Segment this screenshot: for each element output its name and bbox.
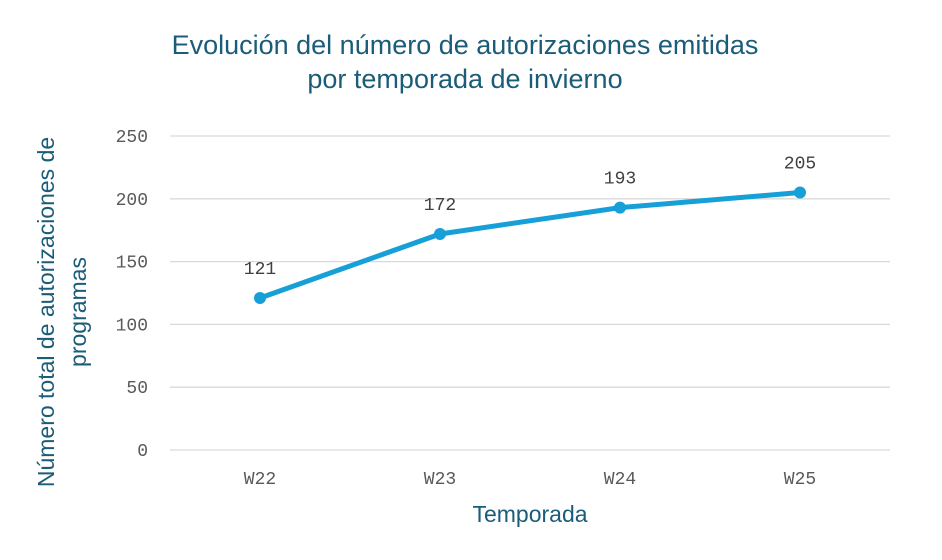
data-point xyxy=(434,227,446,240)
x-tick-label: W24 xyxy=(604,470,636,490)
x-axis-label: Temporada xyxy=(472,501,587,527)
y-axis-label-line-1: Número total de autorizaciones de xyxy=(33,137,59,487)
chart-title-line-2: por temporada de invierno xyxy=(307,64,622,94)
y-axis-label-line-2: programas xyxy=(65,257,91,367)
y-tick-label: 50 xyxy=(126,379,148,399)
y-tick-label: 250 xyxy=(116,128,148,148)
x-tick-label: W25 xyxy=(784,470,816,490)
y-tick-label: 150 xyxy=(116,254,148,274)
data-label: 172 xyxy=(424,196,456,216)
series-line xyxy=(257,190,803,301)
x-tick-label: W23 xyxy=(424,470,456,490)
y-tick-label: 200 xyxy=(116,191,148,211)
x-tick-label: W22 xyxy=(244,470,276,490)
data-point xyxy=(614,201,626,214)
chart-title-line-1: Evolución del número de autorizaciones e… xyxy=(172,30,759,60)
data-label: 193 xyxy=(604,170,636,190)
data-label: 205 xyxy=(784,155,816,175)
data-label: 121 xyxy=(244,260,276,280)
data-point xyxy=(794,186,806,199)
y-tick-label: 0 xyxy=(137,442,148,462)
y-tick-label: 100 xyxy=(116,316,148,336)
data-point xyxy=(254,292,266,305)
